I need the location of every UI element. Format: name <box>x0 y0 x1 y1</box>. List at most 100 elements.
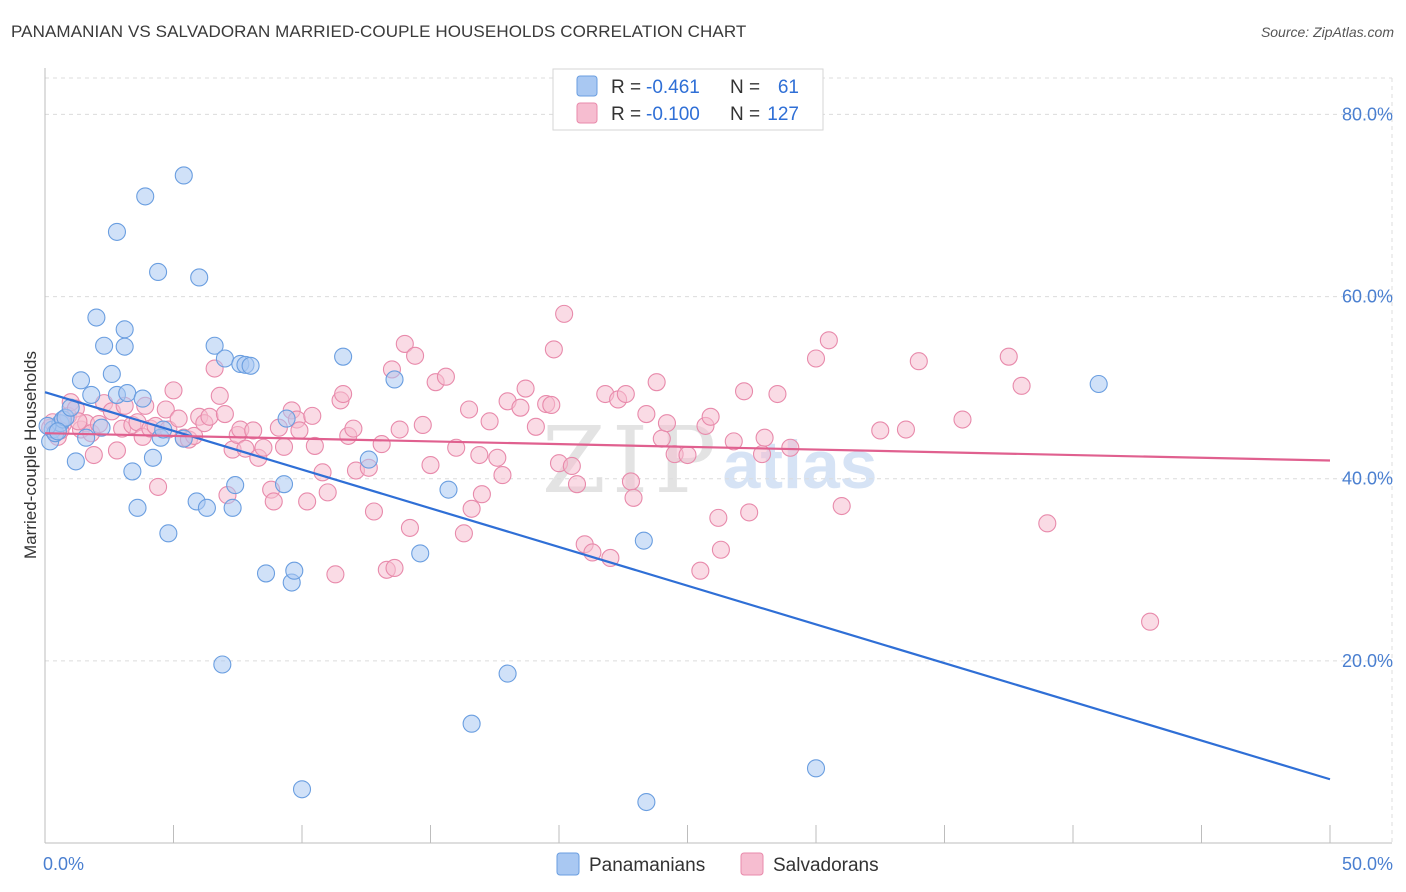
data-point <box>149 477 168 496</box>
trend-line-salvadorans <box>44 432 1331 462</box>
data-point <box>395 334 414 353</box>
legend-label-salvadorans: Salvadorans <box>773 855 879 876</box>
data-point <box>621 472 641 491</box>
data-point <box>303 406 322 425</box>
data-point <box>107 222 127 241</box>
data-point <box>1141 612 1160 631</box>
y-tick-label: 80.0% <box>1342 104 1393 124</box>
data-point <box>244 421 263 440</box>
legend-swatch-panamanians <box>576 75 598 97</box>
data-point <box>459 400 479 419</box>
data-point <box>213 655 232 674</box>
watermark-atlas: atlas <box>723 427 878 503</box>
data-point <box>819 331 838 350</box>
axes <box>44 68 1392 844</box>
data-point <box>133 389 152 408</box>
data-point <box>436 367 455 386</box>
legend-n-label: N = <box>730 104 760 125</box>
data-point <box>264 492 283 511</box>
data-point <box>84 445 103 465</box>
data-point <box>740 503 759 522</box>
data-point <box>305 436 324 455</box>
data-point <box>555 304 574 323</box>
data-point <box>624 488 643 507</box>
data-point <box>806 759 826 778</box>
data-point <box>652 429 671 448</box>
data-point <box>200 407 219 426</box>
data-point <box>66 452 85 471</box>
data-point <box>226 476 245 495</box>
data-point <box>493 466 512 485</box>
data-point <box>210 386 229 405</box>
data-point <box>678 445 697 465</box>
legend-bottom: Panamanians Salvadorans <box>556 852 879 876</box>
data-point <box>470 445 489 465</box>
data-point <box>724 432 743 451</box>
legend-label-panamanians: Panamanians <box>589 855 705 876</box>
data-point <box>896 420 916 439</box>
data-point <box>71 371 91 390</box>
data-point <box>385 558 404 578</box>
y-tick-label: 60.0% <box>1342 287 1393 307</box>
data-point <box>544 340 563 359</box>
data-point <box>326 565 345 584</box>
data-point <box>215 349 234 368</box>
legend-n-value: 127 <box>767 104 799 125</box>
data-point <box>1012 376 1031 395</box>
data-point <box>318 483 337 502</box>
legend-r-label: R = <box>611 77 641 98</box>
data-point <box>634 531 653 550</box>
legend-r-value: -0.100 <box>646 104 700 125</box>
data-point <box>159 524 178 543</box>
data-point <box>169 409 188 428</box>
data-point <box>254 438 273 457</box>
data-point <box>472 485 491 504</box>
data-point <box>637 405 656 424</box>
data-point <box>400 518 419 537</box>
data-point <box>909 352 928 371</box>
data-point <box>292 780 312 799</box>
data-point <box>334 384 353 404</box>
data-point <box>277 409 296 428</box>
chart-title: PANAMANIAN VS SALVADORAN MARRIED-COUPLE … <box>11 22 747 41</box>
data-point <box>359 450 378 469</box>
data-point <box>781 438 800 457</box>
series-salvadorans <box>41 304 1160 631</box>
data-point <box>755 428 774 447</box>
source-label: Source: ZipAtlas.com <box>1260 24 1394 40</box>
data-point <box>871 421 890 440</box>
data-point <box>92 418 111 437</box>
data-point <box>498 664 517 683</box>
data-point <box>87 308 106 327</box>
legend-r-value: -0.461 <box>646 77 700 98</box>
data-point <box>156 400 175 419</box>
data-point <box>647 373 666 392</box>
data-point <box>768 384 787 404</box>
data-point <box>637 792 656 812</box>
data-point <box>285 561 304 580</box>
data-point <box>149 262 168 282</box>
data-point <box>439 480 458 499</box>
data-point <box>806 349 826 368</box>
data-point <box>562 456 581 476</box>
legend-n-label: N = <box>730 77 760 98</box>
y-axis-label: Married-couple Households <box>21 351 40 559</box>
trend-line-panamanians <box>44 391 1331 781</box>
trend-lines <box>44 391 1331 781</box>
data-point <box>364 502 384 521</box>
data-point <box>542 395 561 414</box>
data-point <box>334 347 353 366</box>
data-point <box>734 382 754 401</box>
data-point <box>480 412 499 431</box>
data-points <box>38 166 1160 812</box>
data-point <box>174 166 193 185</box>
data-point <box>421 456 440 475</box>
data-point <box>215 405 234 424</box>
data-point <box>999 347 1018 366</box>
data-point <box>274 475 294 494</box>
tick-labels: 20.0% 40.0% 60.0% 80.0% 0.0% 50.0% <box>43 104 1393 874</box>
data-point <box>77 428 96 447</box>
data-point <box>462 714 481 733</box>
data-point <box>102 364 121 384</box>
